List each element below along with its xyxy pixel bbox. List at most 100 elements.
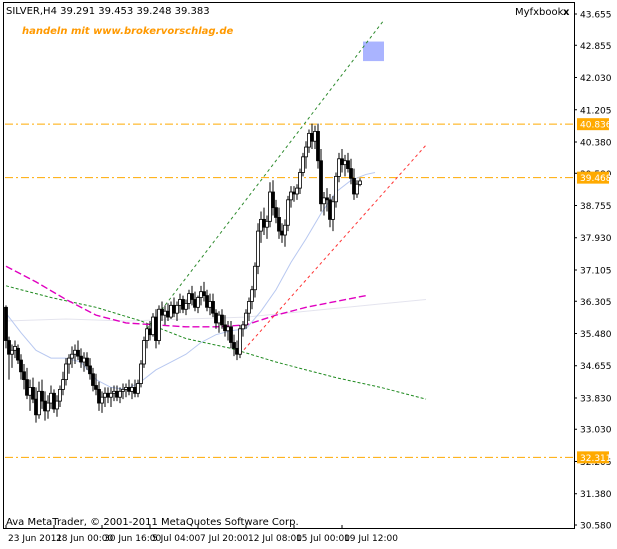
candle-body bbox=[109, 392, 113, 398]
candle-body bbox=[196, 297, 200, 308]
y-tick-label: 40.380 bbox=[580, 138, 612, 148]
candle bbox=[220, 309, 224, 329]
candle bbox=[19, 354, 23, 380]
candle bbox=[118, 387, 122, 404]
candle bbox=[277, 207, 281, 239]
candle-body bbox=[211, 301, 215, 314]
candle-body bbox=[328, 199, 332, 220]
candle-body bbox=[37, 390, 41, 416]
candle-body bbox=[151, 316, 155, 336]
candle bbox=[142, 336, 146, 368]
candle-body bbox=[286, 199, 290, 226]
candle bbox=[46, 395, 50, 419]
candle bbox=[97, 381, 101, 411]
y-tick-label: 31.380 bbox=[580, 490, 612, 500]
candle-body bbox=[34, 398, 38, 416]
level-label: 39.468 bbox=[580, 174, 612, 184]
candle-body bbox=[304, 146, 308, 158]
candle bbox=[322, 192, 326, 216]
candle bbox=[289, 186, 293, 208]
level-label-box bbox=[577, 451, 609, 464]
y-tick-label: 42.855 bbox=[580, 42, 612, 52]
candle-body bbox=[133, 387, 137, 394]
candle-body bbox=[223, 324, 227, 332]
candle bbox=[295, 184, 299, 200]
candle bbox=[31, 377, 35, 404]
candle bbox=[139, 360, 143, 388]
candle-body bbox=[331, 201, 335, 220]
candle-body bbox=[178, 299, 182, 306]
candle bbox=[358, 178, 362, 187]
candle bbox=[40, 379, 44, 409]
candle bbox=[253, 262, 257, 298]
candle bbox=[256, 223, 260, 275]
candle-body bbox=[145, 328, 149, 341]
candle-body bbox=[139, 363, 143, 384]
moving-average-magenta bbox=[5, 265, 367, 328]
candle-body bbox=[199, 291, 203, 298]
candle-body bbox=[130, 387, 134, 392]
close-icon[interactable]: x bbox=[563, 7, 570, 18]
candle-body bbox=[7, 340, 11, 355]
candle bbox=[100, 391, 104, 413]
candle bbox=[325, 188, 329, 212]
candle-body bbox=[265, 220, 269, 228]
candle bbox=[76, 340, 80, 361]
candle-body bbox=[172, 304, 176, 314]
moving-average-green bbox=[5, 285, 427, 400]
candle-body bbox=[271, 191, 275, 209]
y-tick-label: 37.930 bbox=[580, 234, 612, 244]
candle-body bbox=[175, 304, 179, 314]
candle-body bbox=[124, 387, 128, 390]
candle bbox=[22, 363, 26, 390]
candle-body bbox=[358, 180, 362, 185]
candle-body bbox=[280, 230, 284, 236]
candle bbox=[271, 180, 275, 216]
candle-body bbox=[16, 347, 20, 361]
candle bbox=[346, 152, 350, 173]
y-tick-label: 37.105 bbox=[580, 266, 612, 276]
y-tick-label: 36.305 bbox=[580, 298, 612, 308]
y-tick-label: 34.655 bbox=[580, 362, 612, 372]
candle bbox=[349, 158, 353, 185]
candle-body bbox=[52, 392, 56, 410]
close-glyph[interactable]: x bbox=[563, 7, 570, 18]
candle-body bbox=[79, 355, 83, 363]
candle-body bbox=[259, 218, 263, 232]
x-tick-label: 19 Jul 12:00 bbox=[344, 534, 398, 544]
candle-body bbox=[154, 316, 158, 341]
candle-body bbox=[40, 390, 44, 402]
candle bbox=[175, 301, 179, 321]
candle bbox=[121, 383, 125, 400]
candle bbox=[265, 215, 269, 239]
candle-body bbox=[217, 314, 221, 324]
trend-line-lower bbox=[239, 144, 427, 355]
candle-body bbox=[310, 132, 314, 142]
candle-body bbox=[13, 345, 17, 351]
candle bbox=[334, 172, 338, 208]
candle-body bbox=[19, 359, 23, 373]
level-label: 40.836 bbox=[580, 121, 612, 131]
candle bbox=[202, 281, 206, 302]
candle bbox=[52, 389, 56, 413]
plot-border bbox=[3, 2, 575, 529]
candle bbox=[319, 149, 323, 212]
candle-body bbox=[202, 291, 206, 296]
candle bbox=[211, 293, 215, 318]
candle-body bbox=[334, 175, 338, 203]
candle-body bbox=[94, 385, 98, 390]
candle-body bbox=[148, 328, 152, 336]
candle-body bbox=[220, 314, 224, 326]
candle bbox=[304, 141, 308, 169]
candle-body bbox=[163, 310, 167, 316]
candle-body bbox=[115, 390, 119, 398]
candle-body bbox=[349, 168, 353, 179]
candle-body bbox=[118, 390, 122, 398]
candle bbox=[298, 168, 302, 194]
candle bbox=[190, 285, 194, 306]
candle-body bbox=[268, 191, 272, 222]
candle-body bbox=[343, 160, 347, 166]
candle-body bbox=[127, 387, 131, 392]
brand-watermark: handeln mit www.brokervorschlag.de bbox=[22, 26, 234, 37]
